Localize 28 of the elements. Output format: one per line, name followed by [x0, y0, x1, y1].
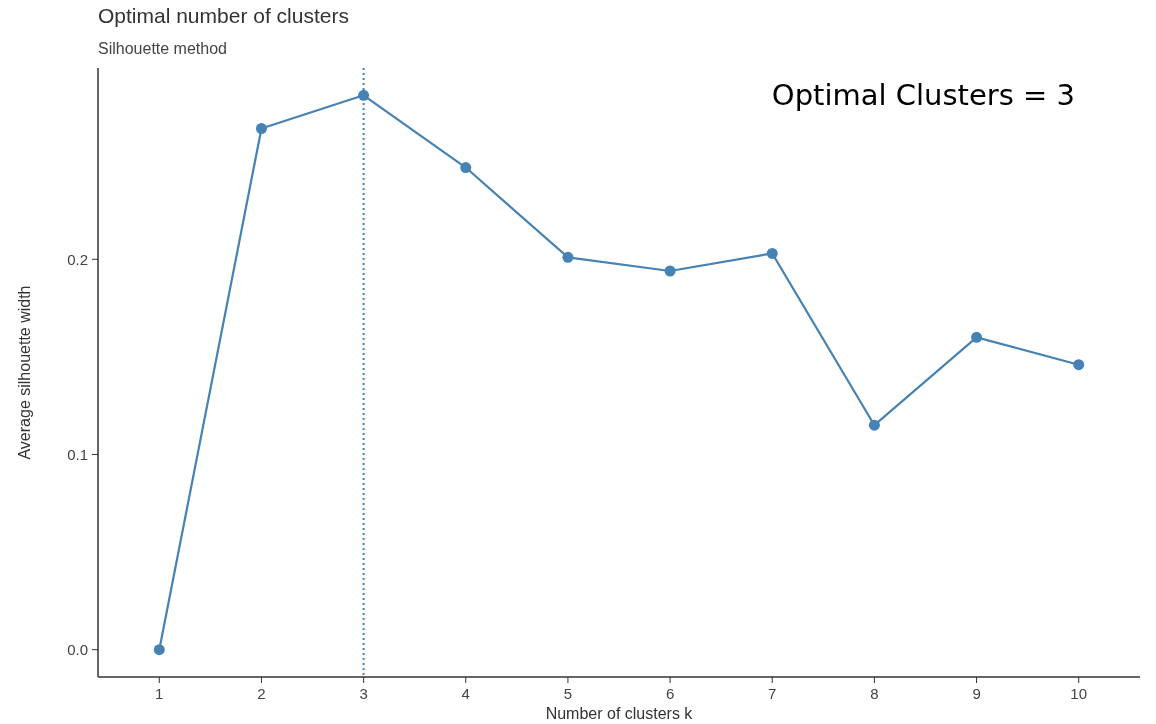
x-tick-label: 8: [870, 685, 879, 702]
annotation: Optimal Clusters = 3: [771, 78, 1075, 112]
chart-subtitle: Silhouette method: [98, 40, 227, 57]
x-tick-label: 3: [359, 685, 368, 702]
y-tick-label: 0.1: [67, 445, 88, 463]
y-axis-title: Average silhouette width: [16, 285, 33, 460]
point: [971, 331, 983, 343]
point: [358, 89, 370, 101]
point: [766, 247, 778, 259]
point: [1073, 359, 1085, 371]
x-axis-title: Number of clusters k: [545, 705, 694, 722]
x-tick-label: 2: [257, 685, 266, 702]
y-tick-label: 0.0: [67, 640, 88, 658]
x-tick-label: 1: [155, 685, 164, 702]
point: [255, 123, 267, 135]
x-tick-label: 5: [563, 685, 573, 702]
point: [562, 251, 574, 263]
point: [460, 162, 472, 174]
point: [664, 265, 676, 277]
point: [868, 419, 880, 431]
x-tick-label: 9: [972, 685, 981, 702]
point: [153, 644, 165, 656]
x-tick-label: 6: [665, 685, 675, 702]
x-tick-label: 7: [768, 685, 777, 702]
y-tick-label: 0.2: [67, 250, 88, 268]
x-tick-label: 4: [461, 685, 470, 702]
chart-title: Optimal number of clusters: [98, 4, 349, 27]
x-tick-label: 10: [1070, 685, 1088, 702]
